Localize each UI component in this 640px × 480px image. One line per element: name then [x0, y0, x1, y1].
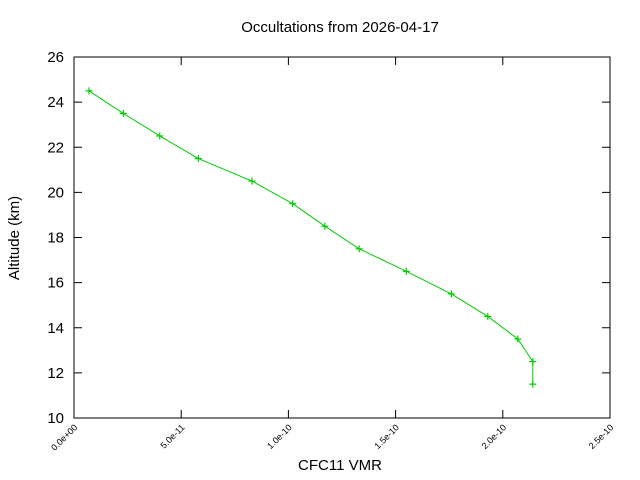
y-axis-title: Altitude (km): [6, 196, 23, 280]
y-tick-label: 18: [47, 230, 64, 247]
y-tick-label: 10: [47, 410, 64, 427]
data-point-marker: [514, 335, 522, 343]
x-tick-label: 2.5e-10: [587, 422, 616, 451]
data-point-marker: [402, 267, 410, 275]
data-point-marker: [194, 155, 202, 163]
y-tick-label: 12: [47, 365, 64, 382]
y-tick-label: 14: [47, 320, 64, 337]
data-point-marker: [321, 222, 329, 230]
x-tick-label: 5.0e-11: [158, 422, 186, 450]
data-point-marker: [289, 200, 297, 208]
y-axis: 10 12 14 16 18 20 22 24 26: [47, 49, 610, 427]
data-point-marker: [355, 245, 363, 253]
x-axis: 0.0e+00 5.0e-11 1.0e-10 1.5e-10 2.0e-10 2.5e-…: [49, 57, 615, 453]
x-tick-label: 2.0e-10: [480, 422, 509, 451]
data-point-marker: [484, 312, 492, 320]
data-point-marker: [156, 132, 164, 140]
data-point-marker: [447, 290, 455, 298]
y-tick-label: 24: [47, 94, 64, 111]
y-tick-label: 16: [47, 275, 64, 292]
data-point-marker: [529, 358, 537, 366]
x-tick-label: 1.5e-10: [372, 422, 401, 451]
y-tick-label: 20: [47, 184, 64, 201]
y-tick-label: 22: [47, 139, 64, 156]
series-line: [88, 90, 534, 385]
series-layer: [85, 87, 537, 388]
data-point-marker: [529, 380, 537, 388]
data-point-marker: [85, 87, 93, 95]
chart-title: Occultations from 2026-04-17: [241, 19, 439, 36]
data-point-marker: [248, 177, 256, 185]
x-tick-label: 1.0e-10: [265, 422, 294, 451]
data-point-marker: [119, 109, 127, 117]
y-tick-label: 26: [47, 49, 64, 66]
x-axis-title: CFC11 VMR: [298, 457, 382, 474]
